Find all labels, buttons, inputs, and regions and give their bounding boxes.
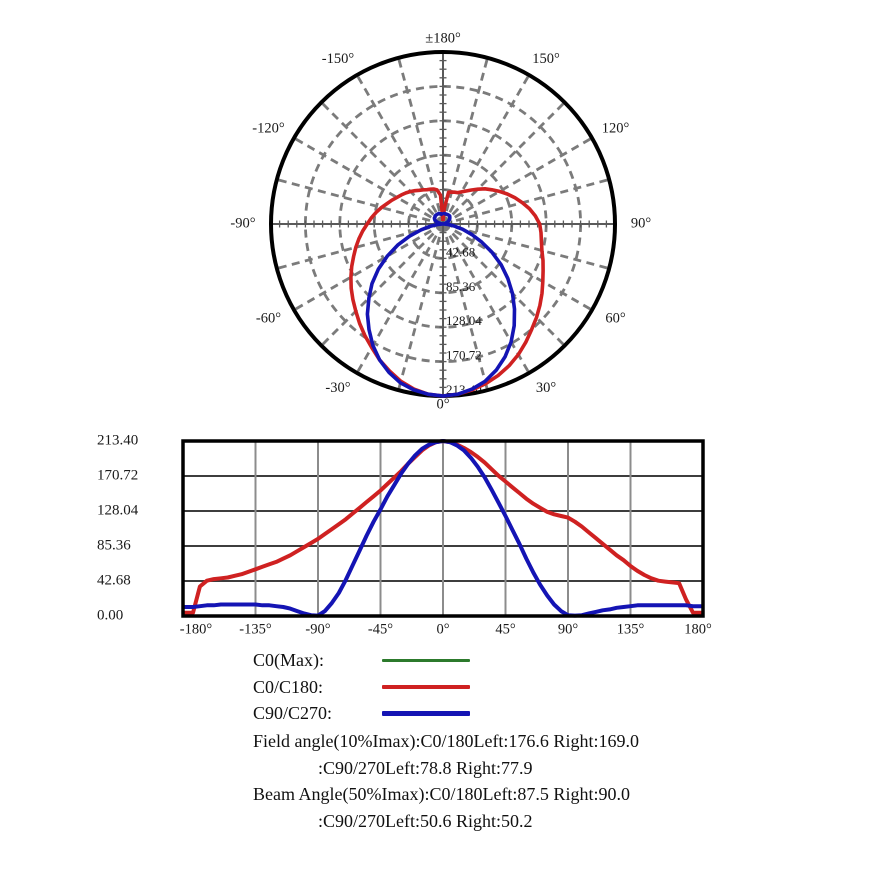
polar-angle-label: -90°	[230, 215, 255, 231]
cartesian-y-tick-label: 0.00	[97, 607, 123, 623]
polar-angle-label: -30°	[325, 380, 350, 396]
polar-angle-label: -150°	[322, 51, 355, 67]
polar-spoke	[355, 223, 445, 374]
polar-spoke	[442, 223, 566, 347]
legend-swatch-c0c180	[382, 685, 470, 689]
legend-label-c0c180: C0/C180:	[253, 676, 324, 697]
polar-angle-label: 60°	[605, 310, 626, 326]
polar-angle-label: 0°	[436, 396, 449, 412]
cartesian-x-tick-label: -180°	[180, 621, 213, 637]
polar-radial-value-label: 42.68	[446, 244, 475, 259]
polar-angle-label: 150°	[532, 51, 560, 67]
polar-spoke	[397, 223, 445, 391]
cartesian-frame	[181, 439, 705, 618]
polar-spoke	[293, 136, 444, 226]
cartesian-y-tick-label: 85.36	[97, 537, 131, 553]
legend-row-c90c270: C90/C270:	[253, 702, 470, 724]
cartesian-x-tick-label: 90°	[558, 621, 579, 637]
polar-spoke	[441, 223, 489, 391]
polar-radial-value-label: 85.36	[446, 279, 476, 294]
field-angle-line-c90-270: :C90/270Left:78.8 Right:77.9	[318, 758, 533, 778]
polar-spoke	[441, 57, 489, 225]
cartesian-y-tick-label: 42.68	[97, 572, 131, 588]
polar-spoke	[442, 178, 610, 226]
polar-radial-value-label: 128.04	[446, 313, 482, 328]
polar-chart: 42.6885.36128.04170.72213.400°30°60°90°1…	[230, 30, 651, 412]
legend-swatch-c90c270	[382, 711, 470, 716]
cartesian-x-tick-label: 45°	[495, 621, 516, 637]
polar-spoke	[355, 74, 445, 225]
c90-c270-curve-polar	[365, 211, 517, 398]
cartesian-x-tick-label: -90°	[305, 621, 330, 637]
polar-spoke	[276, 178, 444, 226]
polar-spoke	[397, 57, 445, 225]
cartesian-chart: -180° -135° -90° -45° 0° 45° 90° 135° 180° 213.40…	[97, 432, 712, 637]
polar-spoke	[442, 101, 566, 225]
polar-angle-label: -60°	[256, 310, 281, 326]
beam-angle-line-c0-180: Beam Angle(50%Imax):C0/180Left:87.5 Righ…	[253, 784, 630, 804]
legend-row-c0c180: C0/C180:	[253, 676, 470, 698]
polar-spoke	[441, 223, 531, 374]
polar-angle-label: 90°	[631, 215, 652, 231]
legend-swatch-c0max	[382, 659, 470, 662]
cartesian-x-tick-label: -45°	[368, 621, 393, 637]
legend-label-c0max: C0(Max):	[253, 649, 324, 670]
cartesian-x-tick-label: 135°	[617, 621, 645, 637]
cartesian-x-tick-label: -135°	[239, 621, 272, 637]
polar-angle-label: 30°	[536, 380, 557, 396]
polar-spoke	[320, 223, 444, 347]
polar-spoke	[293, 222, 444, 312]
polar-spoke	[441, 74, 531, 225]
polar-spoke	[442, 136, 593, 226]
field-angle-line-c0-180: Field angle(10%Imax):C0/180Left:176.6 Ri…	[253, 731, 639, 751]
cartesian-x-tick-label: 0°	[436, 621, 449, 637]
cartesian-y-tick-label: 128.04	[97, 502, 139, 518]
legend-label-c90c270: C90/C270:	[253, 702, 333, 723]
polar-spoke	[442, 222, 593, 312]
polar-spoke	[442, 222, 610, 270]
cartesian-x-tick-label: 180°	[684, 621, 712, 637]
legend-row-c0max: C0(Max):	[253, 649, 470, 671]
polar-angle-label: 120°	[602, 120, 630, 136]
polar-angle-label: -120°	[252, 120, 285, 136]
cartesian-y-tick-label: 170.72	[97, 467, 138, 483]
polar-spoke	[320, 101, 444, 225]
beam-angle-line-c90-270: :C90/270Left:50.6 Right:50.2	[318, 811, 533, 831]
polar-radial-value-label: 170.72	[446, 348, 482, 363]
cartesian-y-tick-label: 213.40	[97, 432, 138, 448]
polar-angle-label: ±180°	[425, 30, 461, 46]
